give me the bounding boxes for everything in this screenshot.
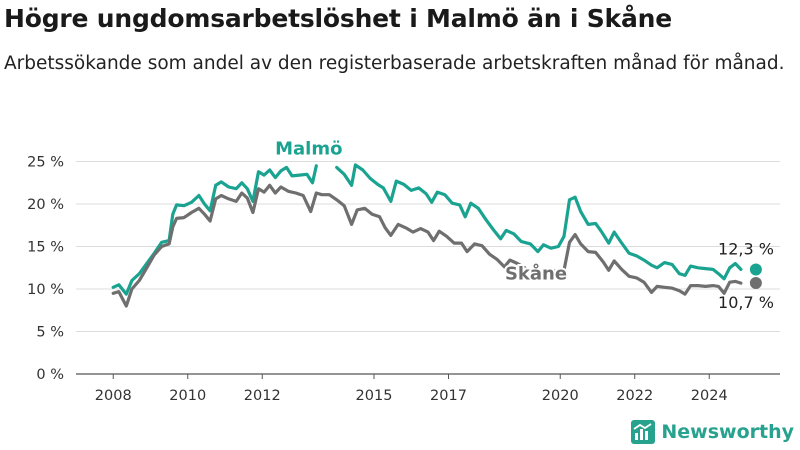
x-axis-ticks: 2008 2010 2012 2015 2017 2020 2022 2024	[95, 374, 728, 404]
series-name-malmo: Malmö	[275, 139, 342, 160]
y-tick-label: 0 %	[36, 367, 64, 383]
series-name-skane: Skåne	[505, 262, 567, 284]
gridlines	[76, 161, 780, 375]
series-line-malmo	[335, 163, 743, 281]
y-tick-label: 15 %	[27, 240, 64, 256]
page-title: Högre ungdomsarbetslöshet i Malmö än i S…	[4, 4, 673, 33]
series-lines	[111, 163, 762, 308]
end-value-label-malmo: 12,3 %	[718, 239, 774, 258]
end-value-label-skane: 10,7 %	[718, 293, 774, 312]
y-tick-label: 10 %	[27, 282, 64, 298]
brand: Newsworthy	[631, 420, 794, 444]
series-labels: 12,3 % Malmö 10,7 % Skåne	[273, 137, 774, 312]
series-line-skane	[111, 183, 527, 308]
y-tick-label: 25 %	[27, 155, 64, 171]
x-tick-label: 2010	[169, 388, 206, 404]
x-tick-label: 2015	[356, 388, 393, 404]
x-tick-label: 2020	[542, 388, 579, 404]
y-tick-label: 20 %	[27, 197, 64, 213]
end-point-malmo	[749, 263, 762, 276]
x-tick-label: 2024	[691, 388, 728, 404]
y-axis-ticks: 0 % 5 % 10 % 15 % 20 % 25 %	[27, 155, 64, 384]
page-subtitle: Arbetssökande som andel av den registerb…	[4, 53, 785, 74]
end-point-skane	[749, 277, 762, 290]
x-tick-label: 2012	[244, 388, 281, 404]
y-tick-label: 5 %	[36, 325, 64, 341]
brand-name: Newsworthy	[661, 421, 794, 443]
newsworthy-logo-icon	[631, 420, 656, 444]
series-line-skane	[549, 233, 743, 296]
x-tick-label: 2017	[430, 388, 467, 404]
x-tick-label: 2008	[95, 388, 132, 404]
x-tick-label: 2022	[616, 388, 653, 404]
